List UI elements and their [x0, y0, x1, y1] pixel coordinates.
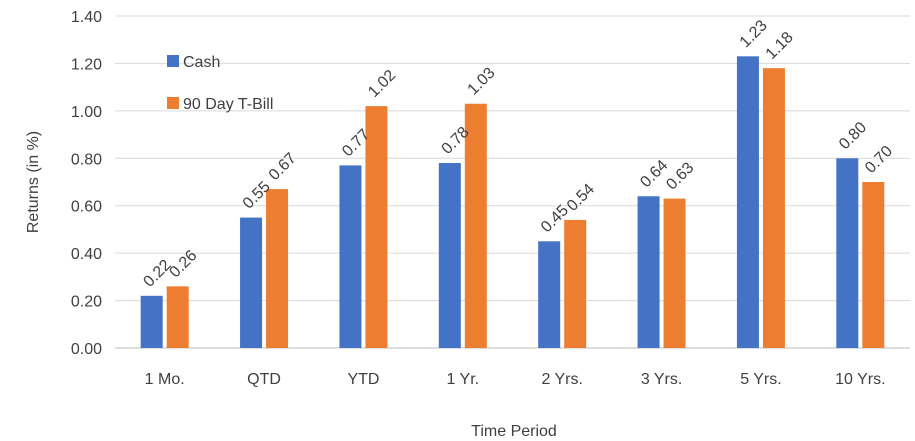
- x-tick-label: 5 Yrs.: [740, 371, 782, 388]
- data-label: 0.22: [140, 257, 174, 291]
- data-label: 1.03: [465, 64, 499, 98]
- y-axis-ticks: 0.00 0.20 0.40 0.60 0.80 1.00 1.20 1.40: [71, 9, 102, 358]
- bar-t-bill: [365, 106, 388, 348]
- bar-t-bill: [464, 103, 487, 348]
- x-tick-label: 1 Yr.: [447, 371, 480, 388]
- data-label: 1.02: [365, 67, 399, 101]
- y-tick-label: 1.00: [71, 104, 102, 121]
- y-tick-label: 1.20: [71, 56, 102, 73]
- bar-t-bill: [166, 286, 189, 348]
- data-label: 0.26: [166, 247, 200, 281]
- y-tick-label: 0.60: [71, 199, 102, 216]
- x-tick-label: 2 Yrs.: [541, 371, 583, 388]
- data-label: 0.80: [836, 119, 870, 153]
- y-tick-label: 0.40: [71, 246, 102, 263]
- data-label: 0.63: [663, 159, 697, 193]
- bar-cash: [140, 295, 163, 348]
- data-label: 1.23: [737, 17, 771, 51]
- legend-swatch: [167, 55, 179, 67]
- bar-t-bill: [862, 182, 885, 348]
- bar-cash: [240, 217, 263, 348]
- bar-cash: [736, 56, 759, 349]
- x-tick-label: 1 Mo.: [145, 371, 185, 388]
- bar-t-bill: [266, 189, 289, 348]
- bar-cash: [339, 165, 362, 348]
- y-tick-label: 0.00: [71, 341, 102, 358]
- legend-swatch: [167, 97, 179, 109]
- bar-t-bill: [762, 68, 785, 349]
- legend-label: 90 Day T-Bill: [183, 96, 273, 113]
- y-axis-title: Returns (in %): [25, 131, 42, 233]
- bar-cash: [438, 163, 461, 348]
- legend-label: Cash: [183, 54, 220, 71]
- x-axis-title: Time Period: [471, 423, 557, 440]
- bar-cash: [637, 196, 660, 348]
- data-label: 0.67: [266, 150, 300, 184]
- x-tick-label: YTD: [347, 371, 379, 388]
- legend: Cash 90 Day T-Bill: [167, 54, 273, 113]
- x-tick-label: 3 Yrs.: [641, 371, 683, 388]
- data-label: 1.18: [763, 29, 797, 63]
- data-label: 0.54: [564, 181, 598, 215]
- bar-cash: [538, 241, 561, 348]
- x-axis-ticks: 1 Mo. QTD YTD 1 Yr. 2 Yrs. 3 Yrs. 5 Yrs. 10 Yrs…: [145, 371, 886, 388]
- x-tick-label: 10 Yrs.: [835, 371, 885, 388]
- x-tick-label: QTD: [247, 371, 281, 388]
- bar-t-bill: [564, 219, 587, 348]
- bar-t-bill: [663, 198, 686, 348]
- y-tick-label: 0.80: [71, 151, 102, 168]
- data-label: 0.70: [862, 143, 896, 177]
- y-tick-label: 1.40: [71, 9, 102, 26]
- gridlines: [115, 15, 910, 349]
- data-label: 0.64: [637, 157, 671, 191]
- bars: [140, 56, 885, 349]
- bar-cash: [836, 158, 859, 348]
- y-tick-label: 0.20: [71, 294, 102, 311]
